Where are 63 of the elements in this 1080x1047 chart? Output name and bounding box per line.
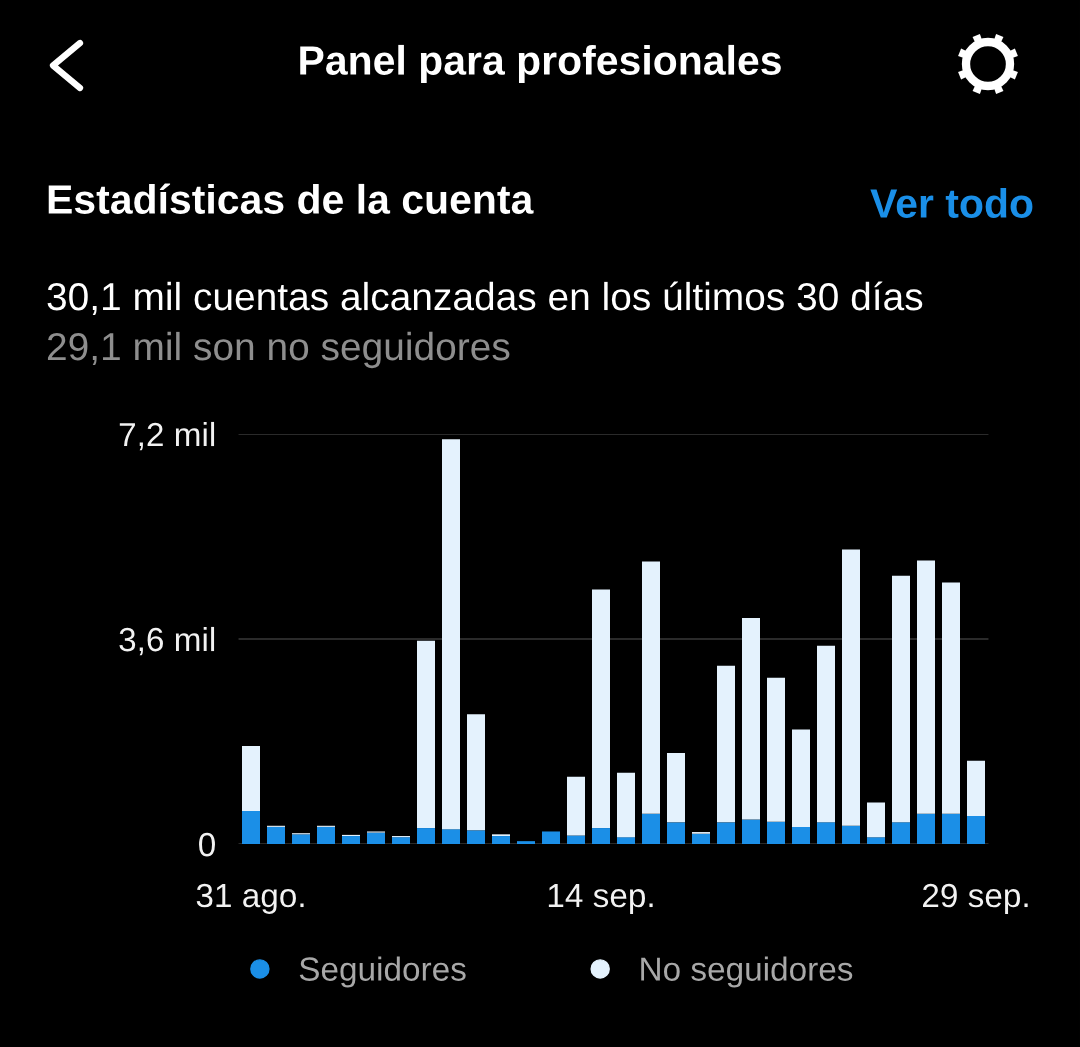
bar xyxy=(742,819,760,844)
bar xyxy=(767,821,785,844)
bar xyxy=(367,832,385,844)
bar xyxy=(492,836,510,844)
y-tick-label: 7,2 mil xyxy=(119,421,215,451)
bar xyxy=(417,640,435,829)
bar xyxy=(242,810,260,844)
text: 30,1 mil cuentas alcanzadas en los últimos 30 días xyxy=(47,281,923,316)
bar xyxy=(742,617,760,820)
bar xyxy=(892,822,910,844)
x-tick-label: 14 sep. xyxy=(548,884,653,914)
bar xyxy=(967,816,985,844)
bar xyxy=(842,825,860,844)
bar xyxy=(317,826,335,844)
bar xyxy=(467,714,485,831)
bar xyxy=(242,746,260,811)
bar xyxy=(617,837,635,844)
bar xyxy=(442,439,460,830)
legend-label: No seguidores xyxy=(641,956,853,988)
bar xyxy=(867,837,885,844)
bar xyxy=(392,837,410,844)
bar xyxy=(617,772,635,838)
bar xyxy=(642,813,660,844)
y-tick-label: 3,6 mil xyxy=(119,626,215,656)
text: 29,1 mil son no seguidores xyxy=(47,331,510,369)
bar xyxy=(592,828,610,844)
bar xyxy=(842,549,860,826)
bar xyxy=(417,828,435,844)
legend-label: Seguidores xyxy=(299,956,466,988)
x-tick-label: 31 ago. xyxy=(196,883,304,914)
chart-title: Panel para profesionales xyxy=(300,44,781,84)
bar xyxy=(642,561,660,814)
bar xyxy=(917,560,935,814)
text: Ver todo xyxy=(870,187,1033,218)
bar xyxy=(592,589,610,829)
bar xyxy=(292,834,310,844)
bar xyxy=(517,841,535,844)
bar xyxy=(792,729,810,827)
bar xyxy=(792,826,810,844)
bar xyxy=(442,829,460,844)
y-tick-label: 0 xyxy=(199,832,215,857)
bar xyxy=(917,813,935,844)
text: Estadísticas de la cuenta xyxy=(48,183,534,214)
bar xyxy=(967,760,985,817)
bar xyxy=(667,752,685,823)
bar xyxy=(542,831,560,844)
bar xyxy=(267,826,285,844)
x-tick-label: 29 sep. xyxy=(923,883,1028,914)
bar xyxy=(667,822,685,844)
bar xyxy=(767,677,785,822)
bar xyxy=(817,822,835,844)
bar xyxy=(692,833,710,844)
bar xyxy=(892,575,910,823)
bar xyxy=(867,802,885,838)
bar xyxy=(717,822,735,844)
bar xyxy=(567,776,585,836)
bar xyxy=(817,645,835,823)
bar xyxy=(567,835,585,844)
bar xyxy=(942,813,960,844)
bar xyxy=(717,665,735,823)
bar xyxy=(342,836,360,844)
bar xyxy=(942,582,960,814)
bar xyxy=(467,830,485,844)
